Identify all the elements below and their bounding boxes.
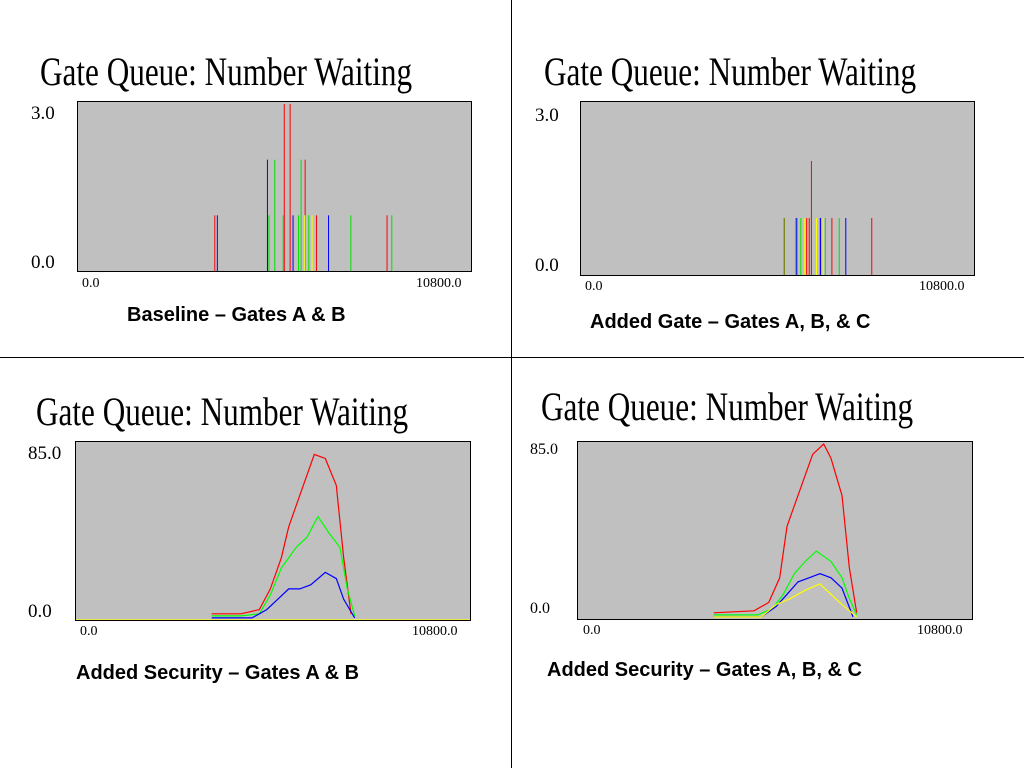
series-line	[713, 573, 854, 618]
series-line	[211, 571, 356, 619]
vertical-divider	[511, 0, 512, 768]
series-line	[211, 515, 356, 617]
x-tick-right: 10800.0	[917, 623, 963, 638]
x-tick-right: 10800.0	[919, 279, 965, 294]
series-line	[713, 550, 858, 616]
y-tick-top: 3.0	[535, 105, 559, 126]
y-tick-top: 3.0	[31, 103, 55, 124]
plot-area	[580, 101, 975, 276]
y-tick-bottom: 0.0	[530, 600, 550, 617]
series-line	[713, 443, 858, 614]
chart-title: Gate Queue: Number Waiting	[40, 49, 413, 94]
x-tick-left: 0.0	[583, 623, 601, 638]
series-line	[713, 583, 858, 618]
chart-title: Gate Queue: Number Waiting	[541, 384, 914, 429]
plot-svg	[783, 161, 873, 275]
y-tick-bottom: 0.0	[535, 255, 559, 276]
plot-svg	[713, 443, 858, 618]
plot-area	[577, 441, 973, 620]
plot-area	[77, 101, 472, 272]
y-tick-bottom: 0.0	[28, 601, 52, 622]
x-tick-right: 10800.0	[416, 276, 462, 291]
chart-caption: Baseline – Gates A & B	[127, 304, 346, 326]
series-line	[211, 453, 352, 615]
x-tick-left: 0.0	[585, 279, 603, 294]
x-tick-right: 10800.0	[412, 624, 458, 639]
plot-area	[75, 441, 471, 621]
plot-svg	[76, 453, 470, 620]
x-tick-left: 0.0	[80, 624, 98, 639]
chart-caption: Added Security – Gates A & B	[76, 662, 360, 684]
chart-title: Gate Queue: Number Waiting	[36, 389, 409, 434]
chart-caption: Added Gate – Gates A, B, & C	[590, 311, 871, 333]
plot-svg	[214, 104, 393, 271]
y-tick-top: 85.0	[530, 441, 558, 458]
y-tick-top: 85.0	[28, 443, 62, 464]
chart-caption: Added Security – Gates A, B, & C	[547, 659, 862, 681]
y-tick-bottom: 0.0	[31, 252, 55, 273]
horizontal-divider	[0, 357, 1024, 358]
x-tick-left: 0.0	[82, 276, 100, 291]
chart-title: Gate Queue: Number Waiting	[544, 49, 917, 94]
